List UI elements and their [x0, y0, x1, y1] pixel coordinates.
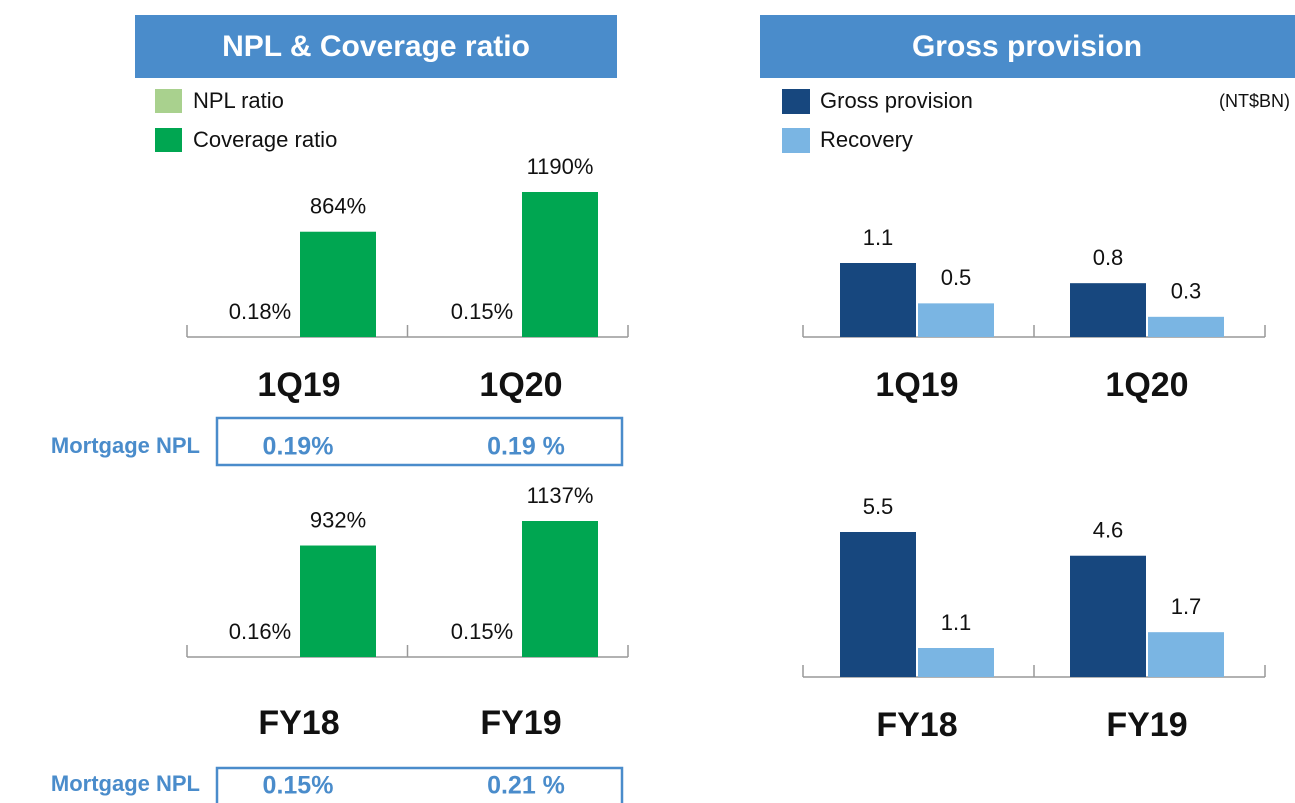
category-label: FY19 — [480, 704, 561, 742]
mortgage-value: 0.15% — [263, 772, 334, 800]
bar — [300, 545, 376, 657]
mortgage-value: 0.19% — [263, 433, 334, 461]
legend-label: NPL ratio — [193, 88, 284, 113]
value-label: 1.1 — [863, 225, 894, 250]
category-label: FY18 — [876, 706, 957, 744]
bar — [840, 532, 916, 677]
value-label: 5.5 — [863, 494, 894, 519]
category-label: 1Q19 — [875, 366, 958, 404]
mortgage-value: 0.21 % — [487, 772, 565, 800]
value-label: 1.7 — [1171, 594, 1202, 619]
unit-label: (NT$BN) — [1219, 91, 1290, 111]
legend-swatch — [782, 89, 810, 114]
bar — [1148, 316, 1224, 337]
value-label: 0.3 — [1171, 279, 1202, 304]
bar — [1148, 632, 1224, 677]
panel-header — [135, 15, 617, 78]
value-label: 0.8 — [1093, 245, 1124, 270]
category-label: 1Q20 — [479, 366, 562, 404]
bar — [840, 263, 916, 337]
bar — [522, 192, 598, 337]
mortgage-box — [215, 766, 624, 803]
mortgage-label: Mortgage NPL — [51, 433, 200, 458]
bar — [522, 521, 598, 657]
legend-label: Gross provision — [820, 88, 973, 113]
value-label: 864% — [310, 194, 366, 219]
panel-header — [760, 15, 1295, 78]
bar — [918, 303, 994, 337]
value-label: 0.15% — [451, 299, 513, 324]
legend-swatch — [155, 89, 182, 113]
category-label: FY19 — [1106, 706, 1187, 744]
legend-swatch — [155, 128, 182, 152]
mortgage-box — [215, 416, 624, 467]
value-label: 1.1 — [941, 610, 972, 635]
bar — [1070, 283, 1146, 337]
category-label: 1Q19 — [257, 366, 340, 404]
mortgage-label: Mortgage NPL — [51, 771, 200, 796]
bar — [300, 231, 376, 337]
bar — [1070, 555, 1146, 677]
panel-title: NPL & Coverage ratio — [222, 30, 530, 63]
value-label: 0.15% — [451, 619, 513, 644]
legend-swatch — [782, 128, 810, 153]
category-label: FY18 — [258, 704, 339, 742]
value-label: 4.6 — [1093, 518, 1124, 543]
legend-label: Recovery — [820, 127, 913, 152]
mortgage-value: 0.19 % — [487, 433, 565, 461]
value-label: 0.16% — [229, 619, 291, 644]
value-label: 0.18% — [229, 299, 291, 324]
value-label: 0.5 — [941, 265, 972, 290]
panel-title: Gross provision — [912, 30, 1142, 63]
legend-label: Coverage ratio — [193, 127, 337, 152]
value-label: 1190% — [527, 154, 594, 179]
value-label: 932% — [310, 507, 366, 532]
value-label: 1137% — [527, 483, 594, 508]
bar — [918, 648, 994, 677]
category-label: 1Q20 — [1105, 366, 1188, 404]
